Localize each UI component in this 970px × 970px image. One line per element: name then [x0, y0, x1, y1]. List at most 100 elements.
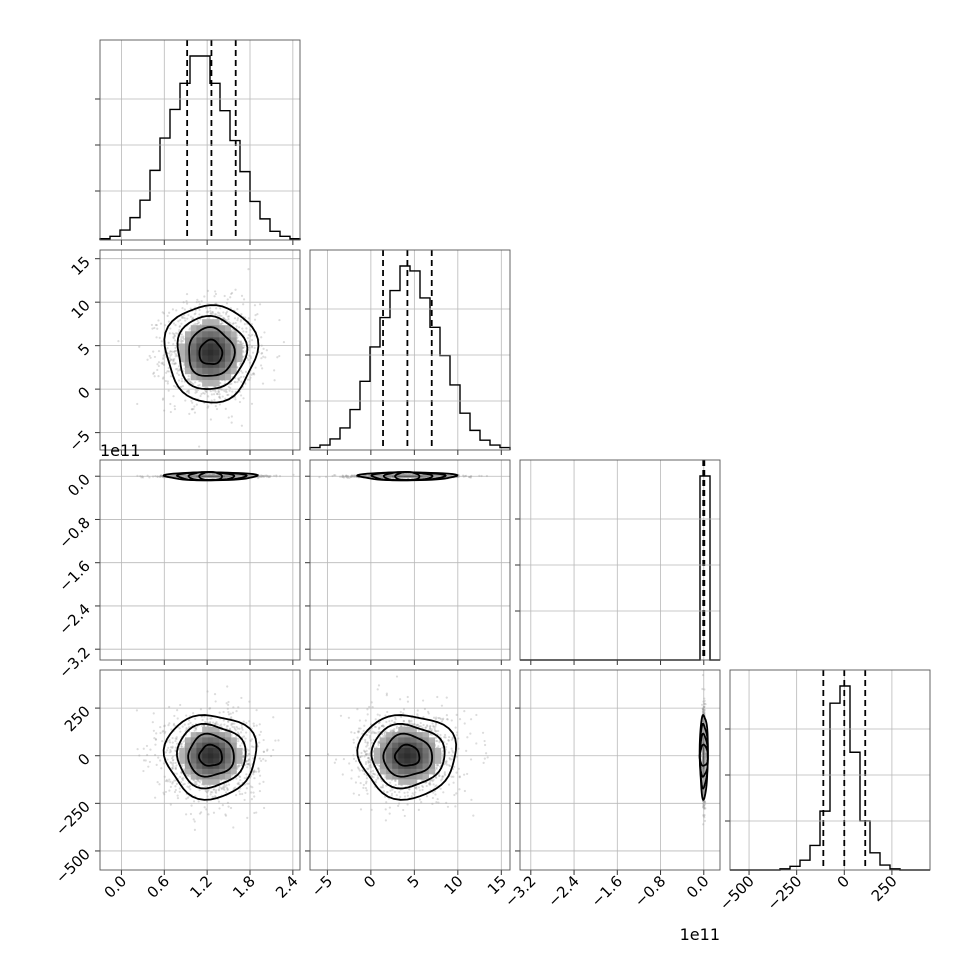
sample-point [159, 475, 163, 478]
sample-point [174, 355, 177, 358]
sample-point [240, 380, 243, 383]
sample-point [230, 421, 233, 424]
histogram-step-line [309, 265, 511, 450]
sample-point [173, 339, 177, 342]
sample-point [214, 390, 217, 393]
sample-point [258, 733, 261, 736]
y-tick-label: 15 [68, 253, 94, 279]
sample-point [254, 366, 257, 369]
sample-point [457, 475, 461, 478]
sample-point [253, 777, 256, 780]
sample-point [272, 474, 276, 477]
sample-point [167, 341, 170, 344]
sample-point [182, 301, 185, 304]
sample-point [350, 475, 353, 478]
sample-point [195, 322, 199, 325]
sample-point [447, 474, 450, 478]
sample-point [215, 392, 219, 396]
sample-point [228, 383, 231, 386]
sample-point [261, 351, 264, 355]
sample-point [246, 357, 249, 360]
sample-point [249, 474, 252, 477]
sample-point [237, 339, 240, 342]
sample-point [195, 783, 198, 786]
density-cell [213, 343, 220, 350]
sample-point [256, 313, 259, 316]
sample-point [253, 346, 256, 349]
sample-point [224, 407, 227, 410]
sample-point [174, 352, 177, 355]
density-cell [207, 373, 214, 381]
sample-point [212, 811, 216, 814]
sample-point [363, 474, 367, 477]
sample-point [235, 777, 238, 780]
sample-point [258, 303, 262, 306]
density-cell [179, 355, 186, 363]
sample-point [186, 774, 189, 777]
sample-point [140, 476, 143, 479]
sample-point [215, 407, 219, 411]
sample-point [480, 474, 483, 478]
sample-point [170, 358, 173, 361]
sample-point [203, 392, 206, 395]
sample-point [239, 363, 242, 366]
sample-point [258, 475, 261, 478]
sample-point [331, 474, 334, 478]
sample-point [447, 475, 450, 478]
sample-point [260, 475, 264, 478]
sample-point [151, 475, 155, 478]
sample-point [266, 474, 269, 478]
sample-point [236, 340, 239, 343]
scatter-panel-1-2 [305, 459, 511, 665]
sample-point [206, 310, 209, 313]
sample-point [262, 475, 265, 478]
panel-frame [99, 459, 301, 661]
sample-point [278, 318, 281, 322]
sample-point [225, 388, 228, 391]
sample-point [234, 398, 237, 401]
sample-point [352, 475, 355, 478]
sample-point [163, 324, 167, 327]
density-cell [196, 337, 203, 344]
sample-point [213, 722, 217, 725]
sample-point [224, 397, 227, 400]
x-tick-label: −500 [716, 872, 758, 914]
sample-point [252, 372, 255, 375]
sample-point [179, 337, 183, 341]
sample-point [183, 317, 186, 320]
sample-point [166, 380, 169, 383]
density-cell [230, 337, 237, 344]
panel-frame [309, 249, 511, 451]
sample-point [188, 775, 191, 778]
sample-point [161, 398, 165, 401]
contour-level-1 [188, 326, 236, 377]
sample-point [153, 355, 157, 359]
sample-point [153, 326, 156, 330]
sample-point [212, 721, 215, 724]
sample-point [173, 475, 177, 478]
sample-point [221, 388, 224, 391]
sample-point [206, 406, 209, 409]
sample-point [174, 739, 177, 743]
sample-point [341, 474, 344, 477]
sample-point [367, 475, 370, 478]
density-cell [202, 380, 209, 387]
sample-point [247, 333, 250, 337]
sample-point [193, 405, 196, 408]
sample-point [252, 372, 255, 375]
sample-point [253, 304, 257, 307]
sample-point [402, 473, 405, 476]
sample-point [248, 378, 251, 381]
sample-point [259, 474, 263, 477]
sample-point [218, 393, 221, 396]
sample-point [214, 292, 218, 296]
sample-point [180, 335, 183, 339]
density-cell [219, 355, 226, 363]
sample-point [239, 394, 243, 397]
sample-point [199, 379, 202, 383]
sample-point [253, 811, 256, 815]
density-cell [190, 343, 197, 350]
panel-frame [309, 459, 511, 661]
sample-point [192, 407, 195, 411]
